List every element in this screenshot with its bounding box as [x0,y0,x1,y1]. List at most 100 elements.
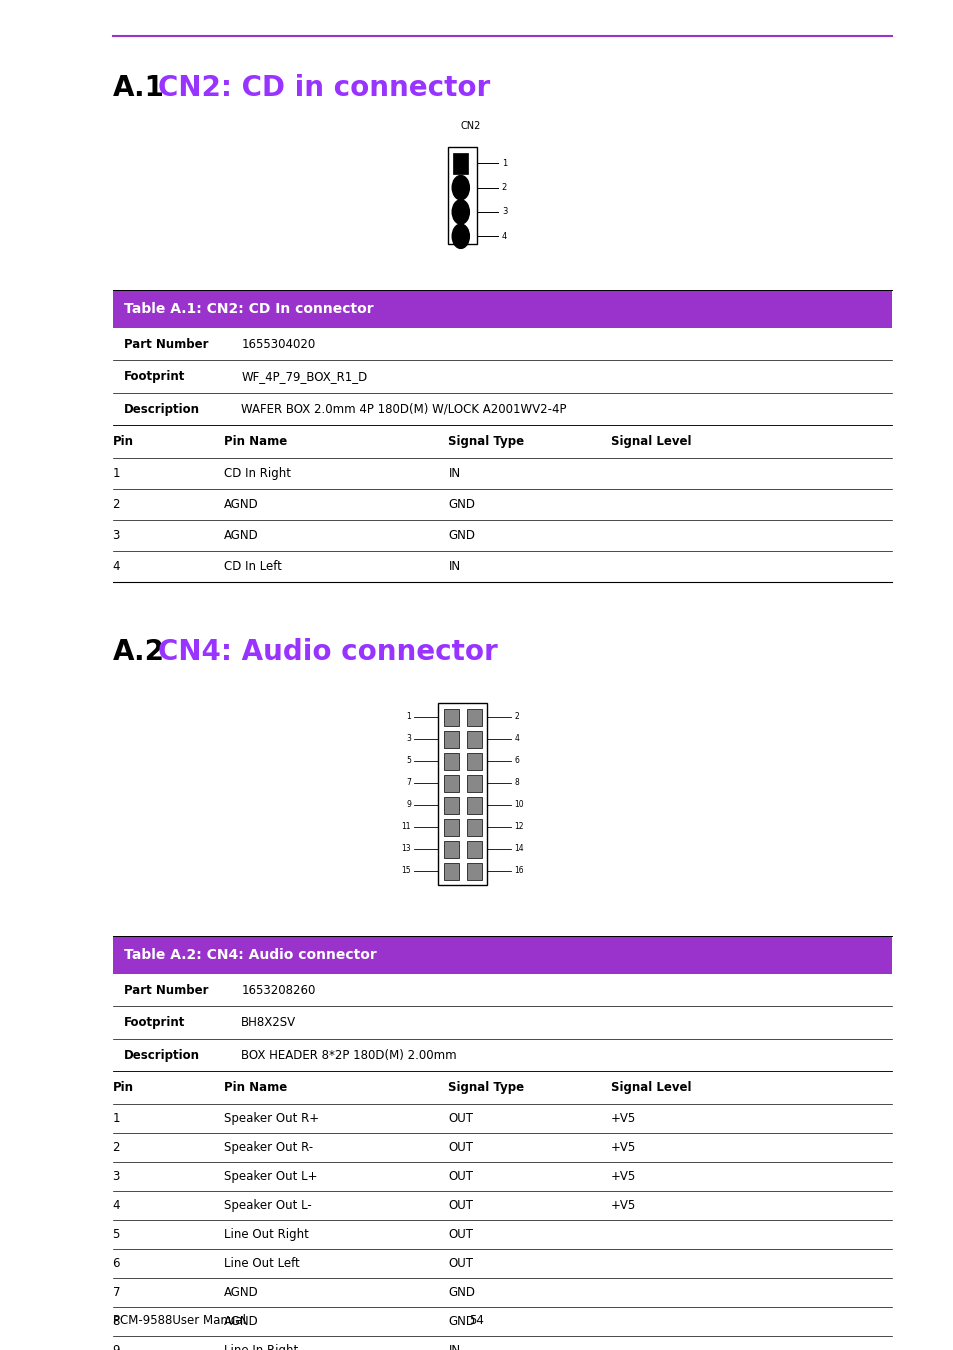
Text: 2: 2 [501,184,507,192]
Text: OUT: OUT [448,1257,473,1270]
Text: OUT: OUT [448,1199,473,1212]
Text: 9: 9 [112,1343,120,1350]
Text: Speaker Out L+: Speaker Out L+ [224,1169,317,1183]
Text: 4: 4 [112,1199,120,1212]
Bar [437,703,487,886]
Text: 7: 7 [406,779,411,787]
Text: Description: Description [124,402,200,416]
Text: IN: IN [448,467,460,479]
Text: Table A.2: CN4: Audio connector: Table A.2: CN4: Audio connector [124,948,376,963]
Text: 12: 12 [514,822,523,832]
Text: 54: 54 [469,1314,484,1327]
Text: CD In Right: CD In Right [224,467,291,479]
Bar [443,753,458,771]
Text: CN4: Audio connector: CN4: Audio connector [158,639,497,666]
Text: OUT: OUT [448,1141,473,1154]
Bar [466,841,481,859]
Text: OUT: OUT [448,1111,473,1125]
Bar [443,730,458,748]
Text: Line In Right: Line In Right [224,1343,298,1350]
Text: 14: 14 [514,844,523,853]
Text: Pin Name: Pin Name [224,435,287,448]
Text: 2: 2 [112,498,120,510]
Circle shape [452,224,469,248]
Text: +V5: +V5 [610,1199,635,1212]
Text: Line Out Right: Line Out Right [224,1227,309,1241]
Text: PCM-9588User Manual: PCM-9588User Manual [112,1314,245,1327]
Text: +V5: +V5 [610,1169,635,1183]
Bar [466,730,481,748]
Text: Speaker Out R+: Speaker Out R+ [224,1111,319,1125]
Text: +V5: +V5 [610,1141,635,1154]
Text: Description: Description [124,1049,200,1061]
Text: A.1: A.1 [112,74,164,101]
Bar [466,775,481,792]
Text: Speaker Out L-: Speaker Out L- [224,1199,312,1212]
Bar [466,753,481,771]
Bar [466,796,481,814]
Text: Signal Type: Signal Type [448,435,524,448]
Text: CN2: CD in connector: CN2: CD in connector [158,74,490,101]
Text: 1: 1 [406,713,411,721]
Text: Footprint: Footprint [124,1017,185,1029]
Text: 1655304020: 1655304020 [241,338,315,351]
Bar [443,775,458,792]
Text: OUT: OUT [448,1169,473,1183]
Text: AGND: AGND [224,498,258,510]
Text: 4: 4 [514,734,518,744]
Text: 1: 1 [501,159,507,167]
Text: GND: GND [448,1285,475,1299]
Bar [443,863,458,880]
Text: 1: 1 [112,467,120,479]
Text: Line Out Left: Line Out Left [224,1257,299,1270]
Bar [112,290,891,328]
Text: 5: 5 [112,1227,120,1241]
Text: 4: 4 [112,560,120,572]
Text: BH8X2SV: BH8X2SV [241,1017,296,1029]
Text: A.2: A.2 [112,639,165,666]
Text: 3: 3 [112,529,120,541]
Text: 7: 7 [112,1285,120,1299]
Text: 15: 15 [401,867,411,875]
Text: 9: 9 [406,801,411,809]
Text: GND: GND [448,1315,475,1328]
Text: 1: 1 [112,1111,120,1125]
Bar [448,147,476,244]
Text: Part Number: Part Number [124,338,209,351]
Text: 13: 13 [401,844,411,853]
Text: Table A.1: CN2: CD In connector: Table A.1: CN2: CD In connector [124,302,374,316]
Text: 2: 2 [514,713,518,721]
Text: BOX HEADER 8*2P 180D(M) 2.00mm: BOX HEADER 8*2P 180D(M) 2.00mm [241,1049,456,1061]
Text: Signal Level: Signal Level [610,1081,690,1094]
Circle shape [452,200,469,224]
Text: WF_4P_79_BOX_R1_D: WF_4P_79_BOX_R1_D [241,370,367,383]
Circle shape [452,176,469,200]
Text: Speaker Out R-: Speaker Out R- [224,1141,313,1154]
Text: 2: 2 [112,1141,120,1154]
Text: 3: 3 [501,208,507,216]
Text: +V5: +V5 [610,1111,635,1125]
Text: 16: 16 [514,867,523,875]
Text: AGND: AGND [224,1285,258,1299]
Bar [443,796,458,814]
Text: 6: 6 [112,1257,120,1270]
Text: OUT: OUT [448,1227,473,1241]
Text: WAFER BOX 2.0mm 4P 180D(M) W/LOCK A2001WV2-4P: WAFER BOX 2.0mm 4P 180D(M) W/LOCK A2001W… [241,402,566,416]
Text: 5: 5 [406,756,411,765]
Text: Part Number: Part Number [124,984,209,996]
Text: CN2: CN2 [459,122,480,131]
Text: Pin: Pin [112,435,133,448]
Text: IN: IN [448,560,460,572]
Bar [112,937,891,975]
Bar [443,709,458,726]
Text: 3: 3 [406,734,411,744]
Text: CD In Left: CD In Left [224,560,282,572]
Text: GND: GND [448,529,475,541]
Bar [466,818,481,836]
Bar [466,863,481,880]
Text: 8: 8 [112,1315,120,1328]
Bar [466,709,481,726]
Text: AGND: AGND [224,529,258,541]
Text: Signal Level: Signal Level [610,435,690,448]
Text: 1653208260: 1653208260 [241,984,315,996]
